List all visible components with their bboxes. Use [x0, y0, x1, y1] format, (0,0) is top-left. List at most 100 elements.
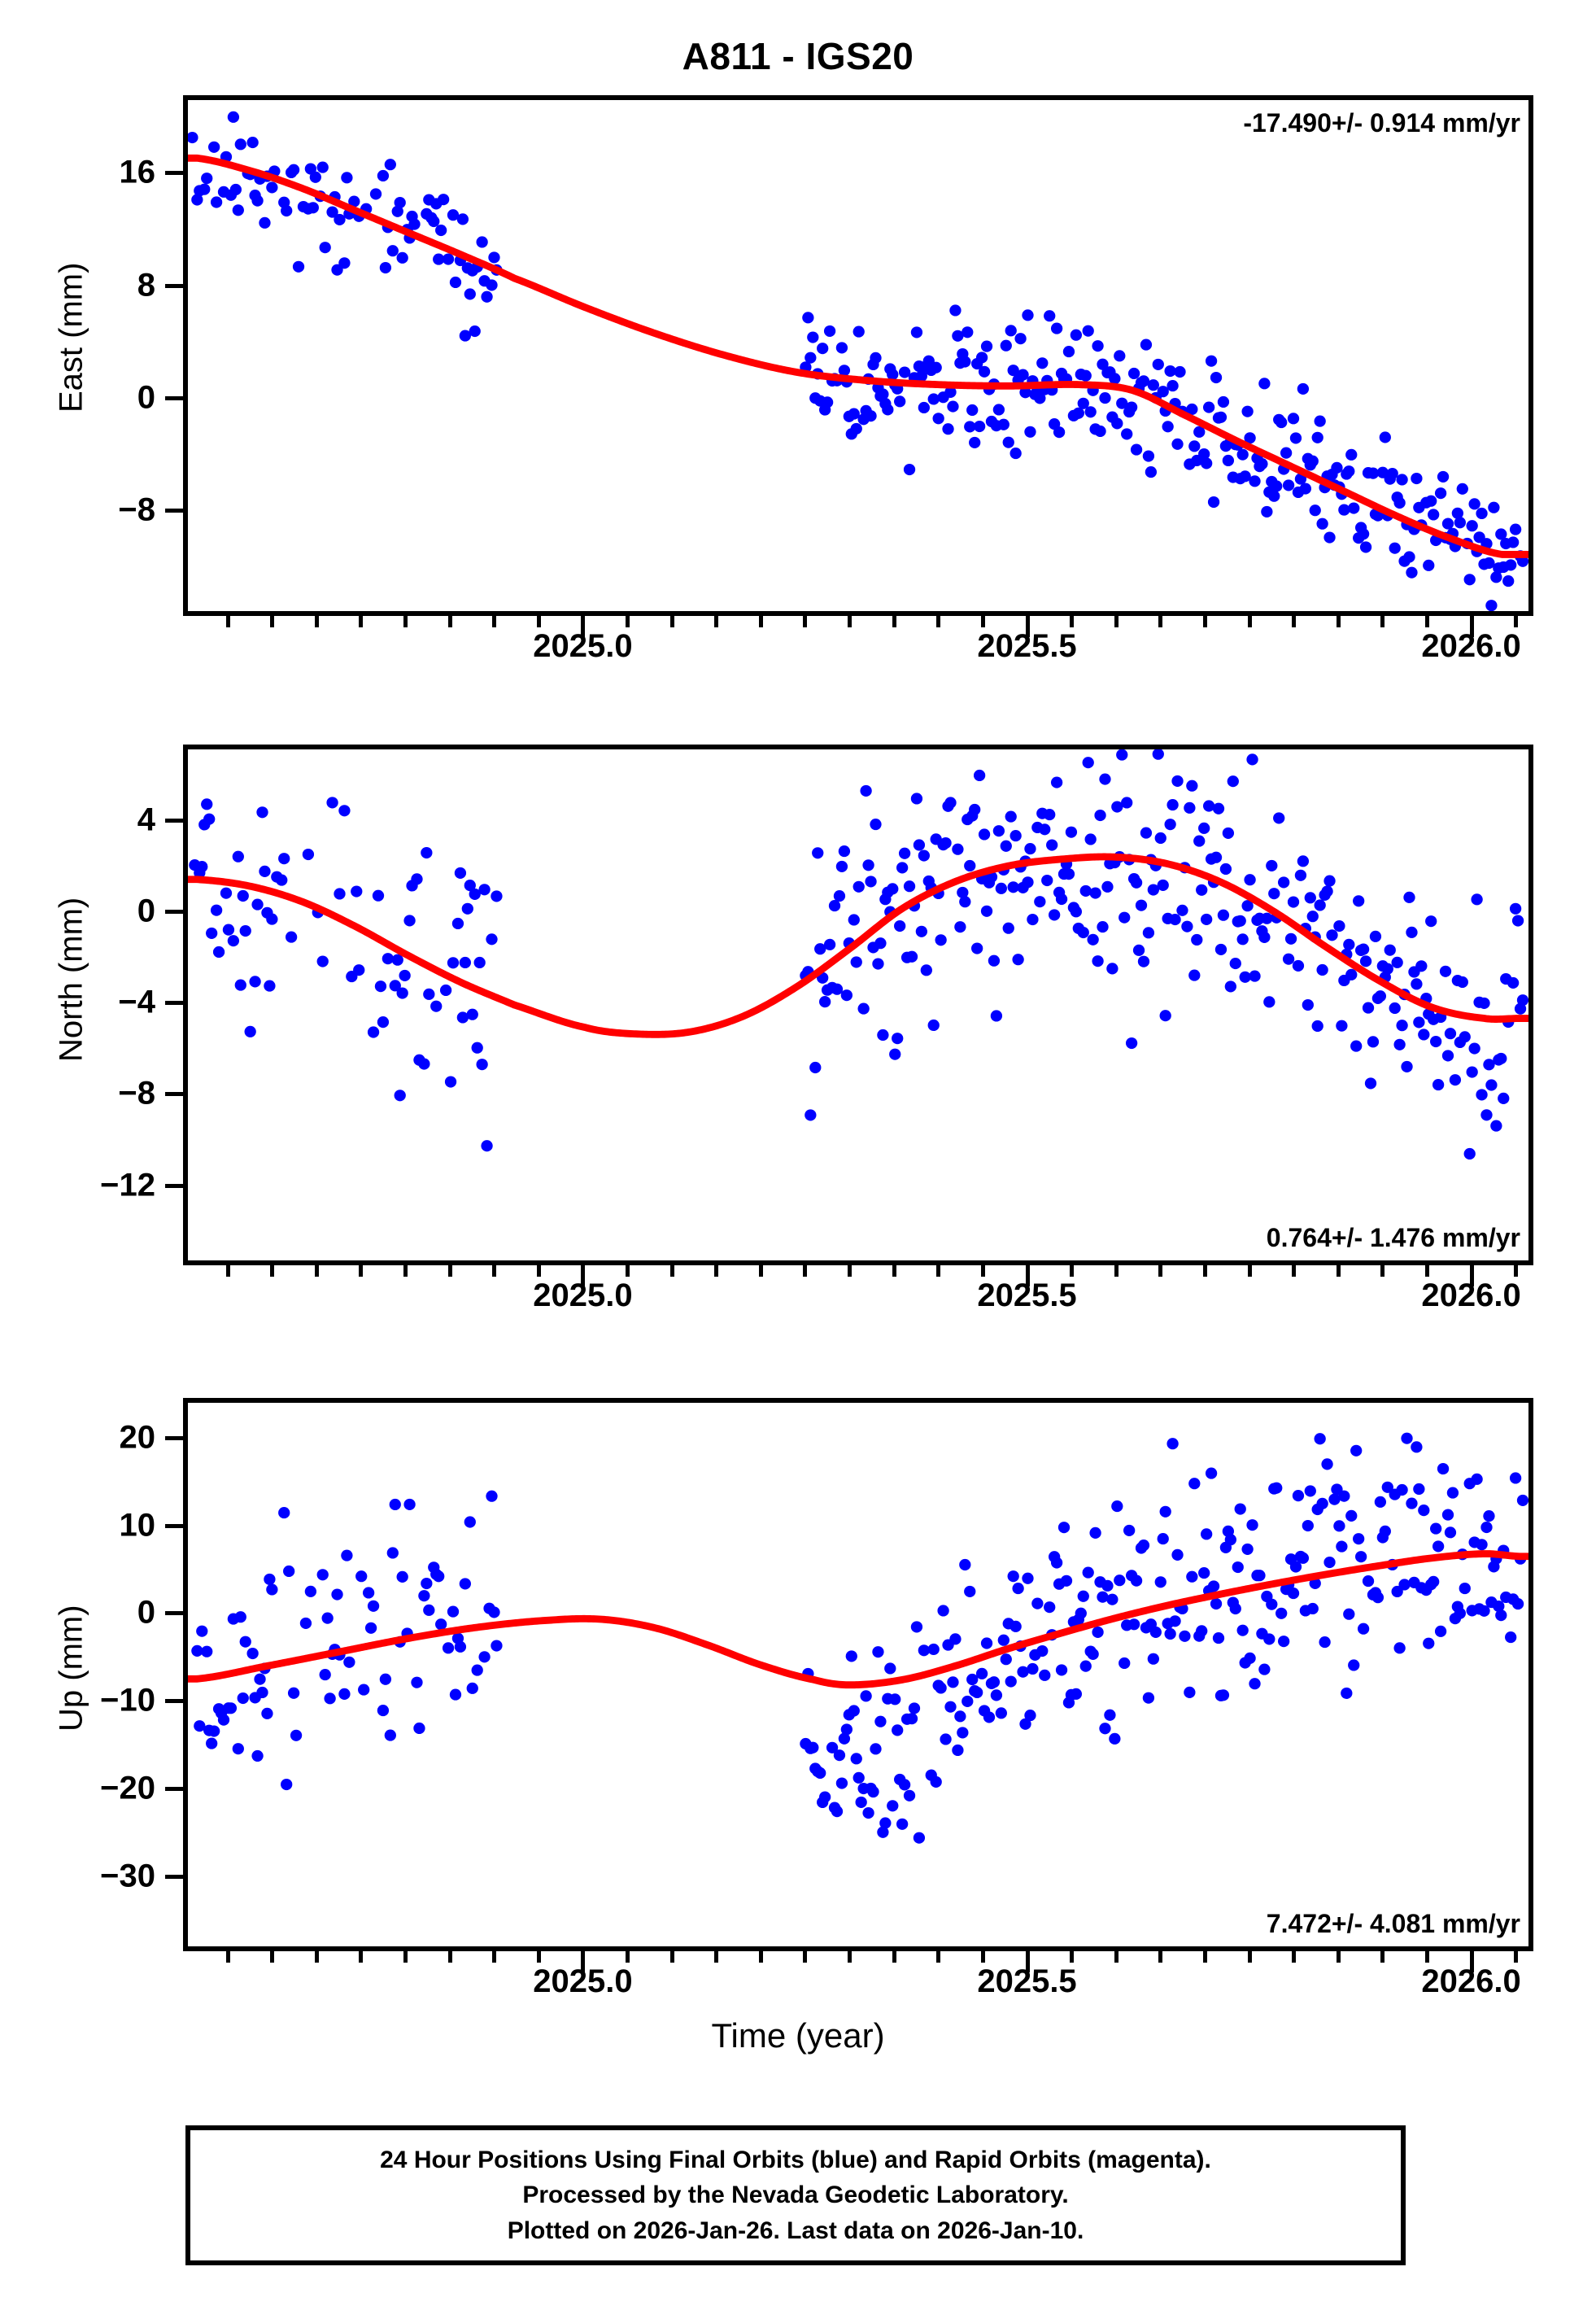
x-minor-tick-mark: [848, 1265, 853, 1277]
x-minor-tick-mark: [270, 616, 275, 627]
x-minor-tick-mark: [1158, 1265, 1163, 1277]
x-minor-tick-mark: [714, 1265, 719, 1277]
x-minor-tick-mark: [669, 616, 674, 627]
scatter-points-up: [191, 1432, 1528, 1844]
page-title: A811 - IGS20: [682, 35, 914, 77]
x-minor-tick-mark: [892, 1265, 896, 1277]
x-minor-tick-mark: [1202, 1265, 1207, 1277]
y-tick-mark: [165, 171, 183, 176]
x-minor-tick-mark: [270, 1951, 275, 1963]
x-minor-tick-mark: [447, 1265, 452, 1277]
x-minor-tick-mark: [1424, 616, 1429, 627]
x-axis-title: Time (year): [711, 2016, 885, 2055]
x-minor-tick-mark: [1202, 616, 1207, 627]
x-minor-tick-mark: [1514, 616, 1519, 627]
y-tick-label: 10: [119, 1507, 156, 1543]
x-major-tick-mark: [581, 1265, 586, 1286]
x-minor-tick-mark: [669, 1951, 674, 1963]
y-tick-mark: [165, 1787, 183, 1792]
x-minor-tick-mark: [225, 616, 230, 627]
x-minor-tick-mark: [936, 1265, 941, 1277]
y-tick-label: −12: [100, 1167, 155, 1203]
x-minor-tick-mark: [669, 1265, 674, 1277]
x-minor-tick-mark: [714, 1951, 719, 1963]
x-minor-tick-mark: [492, 1951, 497, 1963]
x-minor-tick-mark: [314, 1951, 319, 1963]
x-minor-tick-mark: [403, 616, 408, 627]
y-tick-label: 0: [137, 1594, 155, 1631]
x-minor-tick-mark: [980, 616, 985, 627]
plot-frame-east: [183, 95, 1533, 616]
data-layer-north: [188, 749, 1528, 1160]
x-minor-tick-mark: [403, 1265, 408, 1277]
x-minor-tick-mark: [1336, 1951, 1341, 1963]
x-minor-tick-mark: [803, 1265, 808, 1277]
x-minor-tick-mark: [1247, 616, 1252, 627]
x-minor-tick-mark: [758, 1951, 763, 1963]
x-minor-tick-mark: [626, 1951, 630, 1963]
y-tick-label: −20: [100, 1770, 155, 1806]
y-tick-mark: [165, 395, 183, 400]
y-axis-title-north: North (mm): [53, 897, 89, 1062]
rate-annotation-north: 0.764+/- 1.476 mm/yr: [1266, 1223, 1520, 1252]
y-axis-title-up: Up (mm): [53, 1605, 89, 1732]
x-minor-tick-mark: [536, 1265, 541, 1277]
x-minor-tick-mark: [1380, 1265, 1385, 1277]
y-axis-title-east: East (mm): [53, 262, 89, 413]
x-tick-label: 2026.0: [1421, 1963, 1521, 1999]
x-minor-tick-mark: [492, 1265, 497, 1277]
x-minor-tick-mark: [1070, 1265, 1075, 1277]
x-minor-tick-mark: [1292, 1265, 1297, 1277]
y-tick-label: −8: [118, 491, 155, 528]
y-tick-mark: [165, 1699, 183, 1704]
y-tick-label: 20: [119, 1419, 156, 1456]
x-minor-tick-mark: [225, 1951, 230, 1963]
x-tick-label: 2026.0: [1421, 1277, 1521, 1313]
x-minor-tick-mark: [359, 1265, 364, 1277]
y-tick-mark: [165, 1092, 183, 1097]
x-major-tick-mark: [1025, 616, 1030, 637]
x-major-tick-mark: [1469, 616, 1474, 637]
x-tick-label: 2025.0: [533, 628, 633, 664]
x-minor-tick-mark: [936, 1951, 941, 1963]
y-tick-label: 0: [137, 893, 155, 929]
rate-annotation-up: 7.472+/- 4.081 mm/yr: [1266, 1909, 1520, 1938]
y-tick-label: −4: [118, 984, 155, 1020]
x-tick-label: 2025.5: [977, 1963, 1077, 1999]
x-minor-tick-mark: [758, 616, 763, 627]
x-minor-tick-mark: [1114, 1265, 1119, 1277]
x-minor-tick-mark: [1380, 1951, 1385, 1963]
y-tick-mark: [165, 1001, 183, 1006]
x-minor-tick-mark: [1336, 616, 1341, 627]
x-minor-tick-mark: [403, 1951, 408, 1963]
y-tick-label: 4: [137, 801, 155, 838]
plot-panel-east: [183, 95, 1533, 616]
x-minor-tick-mark: [1070, 616, 1075, 627]
y-tick-mark: [165, 1523, 183, 1528]
y-tick-label: 8: [137, 267, 155, 303]
x-minor-tick-mark: [892, 1951, 896, 1963]
y-tick-mark: [165, 283, 183, 288]
fit-curve-north: [188, 853, 1528, 1038]
x-minor-tick-mark: [1514, 1951, 1519, 1963]
plot-panel-up: [183, 1398, 1533, 1951]
x-minor-tick-mark: [1424, 1265, 1429, 1277]
x-minor-tick-mark: [626, 1265, 630, 1277]
x-minor-tick-mark: [848, 1951, 853, 1963]
data-layer-up: [188, 1432, 1528, 1844]
data-layer-east: [188, 111, 1528, 611]
x-minor-tick-mark: [492, 616, 497, 627]
x-minor-tick-mark: [314, 616, 319, 627]
x-tick-label: 2025.5: [977, 1277, 1077, 1313]
x-major-tick-mark: [1469, 1951, 1474, 1972]
x-minor-tick-mark: [1336, 1265, 1341, 1277]
y-tick-label: −8: [118, 1075, 155, 1112]
x-tick-label: 2025.5: [977, 628, 1077, 664]
x-minor-tick-mark: [270, 1265, 275, 1277]
x-minor-tick-mark: [980, 1265, 985, 1277]
y-tick-label: 0: [137, 379, 155, 416]
footer-line-1: 24 Hour Positions Using Final Orbits (bl…: [380, 2146, 1211, 2173]
x-minor-tick-mark: [1158, 1951, 1163, 1963]
x-minor-tick-mark: [803, 1951, 808, 1963]
y-tick-mark: [165, 509, 183, 513]
